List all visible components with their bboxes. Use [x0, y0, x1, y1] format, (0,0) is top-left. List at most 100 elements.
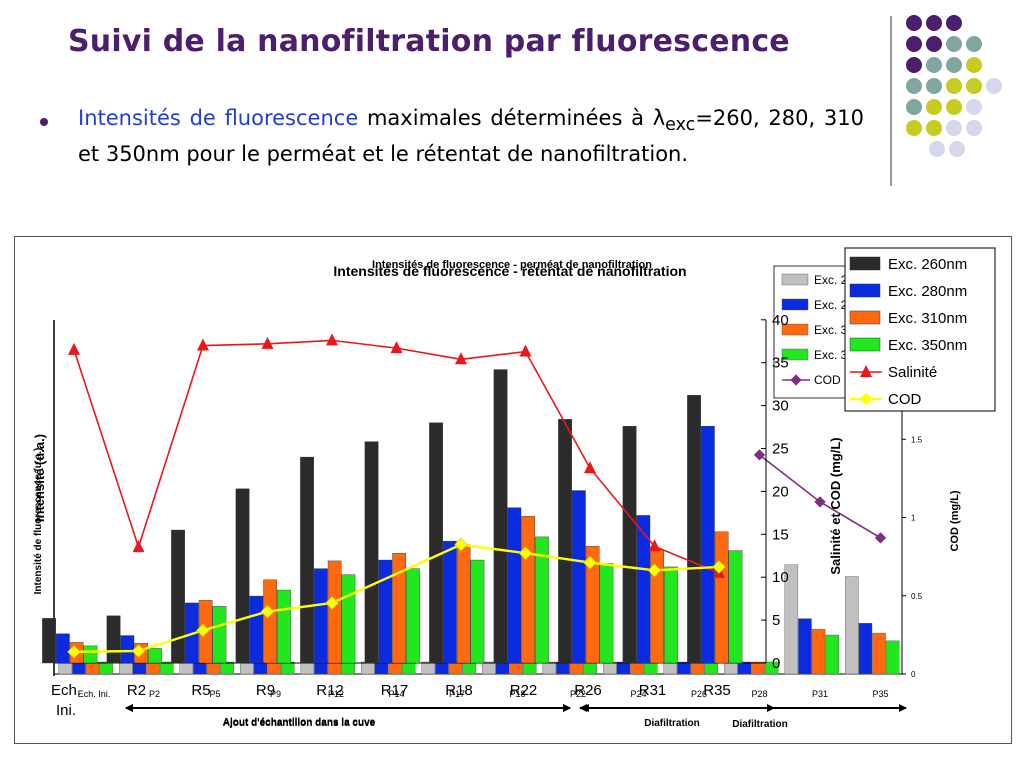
dot-purple	[906, 15, 922, 31]
back-legend-swatch	[781, 348, 809, 361]
back-bar	[630, 661, 644, 675]
front-salinite-marker	[455, 352, 467, 365]
back-bar	[159, 661, 174, 675]
back-bar	[85, 661, 100, 675]
back-bar	[764, 661, 779, 675]
back-bar	[542, 661, 557, 675]
back-x-tick-label: P18	[509, 689, 525, 699]
front-bar	[249, 595, 264, 664]
back-bar	[798, 618, 812, 675]
back-x-tick-label: P14	[388, 689, 404, 699]
dot-teal	[926, 57, 942, 73]
bullet-text-part2: =260, 280, 310 et 350nm pour le perméat …	[78, 106, 864, 167]
back-cod-marker	[814, 496, 826, 508]
front-bar	[664, 566, 678, 664]
front-bar	[171, 529, 185, 664]
front-legend-swatch	[849, 310, 881, 325]
front-bar	[83, 645, 98, 664]
front-right-tick-label: 30	[772, 398, 789, 415]
back-bar	[784, 564, 799, 675]
back-bar	[603, 661, 617, 675]
back-bar	[99, 661, 113, 675]
bullet-text-part1: maximales déterminées à λ	[358, 106, 666, 130]
front-x-tick-label: R26	[574, 682, 602, 699]
front-right-tick-label: 5	[772, 612, 780, 629]
front-bar	[277, 589, 291, 664]
back-bar	[119, 661, 133, 675]
front-bar	[507, 507, 522, 664]
front-bar	[470, 559, 485, 664]
back-bar	[220, 661, 234, 675]
front-x-tick-label: R18	[445, 682, 473, 699]
back-bar	[401, 661, 416, 675]
front-bar	[364, 441, 379, 664]
front-bar	[622, 425, 637, 664]
back-legend-swatch	[781, 273, 809, 286]
back-bar	[179, 661, 194, 675]
front-salinite-marker	[68, 342, 80, 355]
front-bar	[521, 516, 536, 664]
back-bar	[58, 661, 73, 675]
front-salinite-marker	[197, 338, 209, 351]
front-bar	[392, 552, 407, 664]
back-bar	[361, 661, 375, 675]
bullet-icon	[40, 118, 48, 126]
front-legend-label: Exc. 260nm	[888, 256, 967, 273]
front-right-tick-label: 40	[772, 312, 789, 329]
chart-canvas: Intensités de fluorescence - perméat de …	[32, 247, 996, 730]
front-x-tick-label: R5	[191, 682, 210, 699]
back-x-tick-label: P24	[630, 689, 646, 699]
front-x-tick-label: R9	[256, 682, 275, 699]
front-legend-label: COD	[888, 391, 922, 408]
front-x-tick-label: Ech. Ini.	[51, 682, 81, 719]
front-salinite-marker	[584, 461, 596, 474]
front-bar	[212, 606, 227, 664]
front-bar	[148, 648, 162, 664]
back-x-tick-label: P9	[270, 689, 281, 699]
front-legend-swatch	[849, 256, 881, 271]
dot-olive	[946, 99, 962, 115]
back-bar	[72, 661, 86, 675]
back-cod-marker	[874, 532, 887, 544]
back-bar	[811, 628, 826, 675]
front-right-axis-label: Salinité et COD (mg/L)	[828, 437, 843, 574]
front-bar	[443, 540, 457, 664]
back-bar	[845, 576, 859, 675]
back-bar	[300, 661, 315, 675]
front-bar	[728, 550, 743, 664]
dot-teal	[906, 78, 922, 94]
back-bar	[314, 661, 328, 675]
front-legend-label: Salinité	[888, 364, 937, 381]
front-legend-label: Exc. 280nm	[888, 283, 967, 300]
dot-lavender	[986, 78, 1002, 94]
front-bar	[56, 633, 70, 664]
back-x-tick-label: P12	[328, 689, 344, 699]
dot-purple	[946, 15, 962, 31]
dot-olive	[906, 120, 922, 136]
dot-lavender	[966, 99, 982, 115]
front-bar	[599, 563, 614, 664]
back-bar	[495, 661, 510, 675]
front-cod-marker	[518, 546, 533, 560]
back-x-tick-label: P28	[751, 689, 767, 699]
dot-purple	[906, 36, 922, 52]
back-right-tick-label: 0.5	[911, 592, 923, 601]
back-bar	[583, 661, 597, 675]
bullet-highlight: Intensités de fluorescence	[78, 106, 359, 130]
back-bar	[206, 661, 221, 675]
back-x-tick-label: P2	[149, 689, 160, 699]
front-cod-marker	[712, 560, 726, 574]
back-cod-marker	[753, 449, 766, 461]
front-salinite-marker	[648, 539, 661, 552]
dot-teal	[966, 36, 982, 52]
front-right-tick-label: 0	[772, 655, 780, 672]
dot-lavender	[929, 141, 945, 157]
back-bar	[132, 661, 147, 675]
front-salinite-marker	[519, 344, 532, 357]
back-bar	[825, 634, 839, 675]
back-bar	[482, 661, 496, 675]
front-cod-marker	[67, 645, 81, 659]
front-cod-marker	[260, 604, 275, 619]
front-legend-swatch	[849, 283, 881, 298]
front-annotation-diafiltration: Diafiltration	[644, 718, 700, 729]
